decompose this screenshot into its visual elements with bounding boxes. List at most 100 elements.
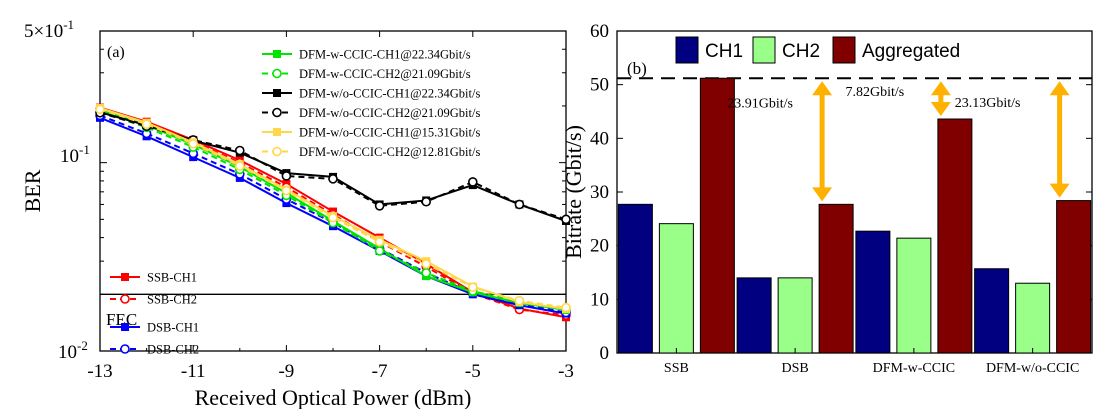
difference-label: 23.13Gbit/s <box>955 96 1021 111</box>
bitrate-bar <box>736 277 772 354</box>
bitrate-ytick-label: 0 <box>600 343 610 364</box>
ber-ytick-mid-exp: -1 <box>79 142 90 157</box>
bitrate-bar <box>937 118 973 354</box>
difference-label: 23.91Gbit/s <box>727 97 793 112</box>
bitrate-ytick-label: 30 <box>590 182 609 203</box>
bitrate-bar <box>974 268 1010 354</box>
ber-point <box>235 145 245 156</box>
bitrate-legend-label: Aggregated <box>862 41 960 62</box>
bitrate-bar <box>896 237 932 354</box>
bitrate-ytick-label: 20 <box>590 236 609 257</box>
bitrate-category-label: DFM-w-CCIC <box>873 361 955 376</box>
ber-series-line <box>99 108 567 309</box>
bitrate-ticks: 0 10 20 30 40 50 60 <box>590 21 1092 364</box>
ber-legend-label: DFM-w/o-CCIC-CH1@22.34Gbit/s <box>299 87 480 101</box>
ber-legend-label: DFM-w/o-CCIC-CH2@21.09Gbit/s <box>299 106 480 120</box>
ber-point <box>421 268 432 278</box>
bitrate-category-label: DSB <box>782 361 809 376</box>
bitrate-legend: CH1 CH2 Aggregated <box>675 36 960 64</box>
bitrate-bar <box>617 203 653 354</box>
fec-label: FEC <box>106 310 137 329</box>
ber-legend-label: SSB-CH2 <box>147 293 197 307</box>
bitrate-category-label: SSB <box>664 361 689 376</box>
bitrate-bar <box>1056 200 1092 354</box>
ber-point <box>421 259 432 269</box>
difference-label: 7.82Gbit/s <box>846 85 905 100</box>
bitrate-chart: (b) Bitrate (Gbit/s) 0 10 20 30 40 50 60 SSB DS… <box>561 21 1093 376</box>
difference-arrow-head-top <box>1049 81 1070 96</box>
ber-legend-label: DSB-CH2 <box>147 343 199 357</box>
ber-chart: (a) BER Received Optical Power (dBm) 5×1… <box>20 17 574 409</box>
ber-point <box>374 246 385 256</box>
ber-legend-marker <box>273 128 281 136</box>
difference-arrow-head-bottom <box>930 102 951 117</box>
ber-x-axis-label: Received Optical Power (dBm) <box>195 385 472 409</box>
bitrate-bar <box>777 277 813 354</box>
ber-legend-label: SSB-CH1 <box>147 271 197 285</box>
ber-point <box>421 196 432 207</box>
ber-xtick-label: -5 <box>465 361 481 382</box>
ber-point <box>467 177 478 187</box>
ber-legend-marker <box>121 273 129 281</box>
bitrate-ytick-label: 40 <box>590 128 609 149</box>
ber-point <box>514 199 525 210</box>
ber-point <box>95 104 105 115</box>
ber-series-line <box>99 110 567 310</box>
ber-xtick-label: -3 <box>558 361 574 382</box>
ber-legend-marker <box>120 294 130 304</box>
ber-ytick-mid: 10-1 <box>60 142 90 167</box>
ber-legend-marker <box>272 107 282 118</box>
ber-point <box>188 138 198 149</box>
bitrate-ytick-label: 50 <box>590 75 609 96</box>
ber-legend-label: DFM-w-CCIC-CH2@21.09Gbit/s <box>299 67 471 81</box>
bitrate-bar <box>658 223 694 354</box>
ber-point <box>561 302 571 313</box>
bitrate-annotations: 23.91Gbit/s 7.82Gbit/s 23.13Gbit/s <box>727 81 1070 202</box>
ber-point <box>281 171 292 181</box>
ber-xtick-label: -7 <box>372 361 388 382</box>
ber-legend-label: DFM-w/o-CCIC-CH2@12.81Gbit/s <box>299 145 480 159</box>
bitrate-legend-swatch <box>832 36 856 64</box>
bitrate-legend-swatch <box>752 36 776 64</box>
ber-ytick-top-exp: -1 <box>63 17 74 32</box>
ber-legend-label: DFM-w/o-CCIC-CH1@15.31Gbit/s <box>299 126 480 140</box>
bitrate-legend-swatch <box>675 36 699 64</box>
ber-ytick-bottom-exp: -2 <box>77 338 88 353</box>
ber-legend: DFM-w-CCIC-CH1@22.34Gbit/s DFM-w-CCIC-CH2… <box>110 48 480 357</box>
ber-point <box>561 214 571 225</box>
difference-arrow-head-bottom <box>812 187 833 202</box>
ber-point <box>374 236 385 247</box>
ber-ytick-bottom: 10-2 <box>58 338 88 363</box>
bitrate-y-axis-label: Bitrate (Gbit/s) <box>561 125 586 259</box>
difference-arrow-head-top <box>930 81 951 96</box>
ber-point <box>235 161 245 171</box>
bitrate-bar <box>818 203 854 354</box>
ber-legend-label: DFM-w-CCIC-CH1@22.34Gbit/s <box>299 48 471 62</box>
bitrate-legend-label: CH2 <box>782 41 820 62</box>
ber-ytick-bottom-base: 10 <box>58 342 77 363</box>
ber-point <box>141 119 152 130</box>
ber-legend-marker <box>272 146 282 157</box>
bitrate-bar <box>1015 282 1051 354</box>
ber-xtick-label: -9 <box>278 361 294 382</box>
ber-ytick-top: 5×10-1 <box>24 17 74 42</box>
bitrate-bar <box>699 77 735 354</box>
bitrate-ytick-label: 10 <box>590 289 609 310</box>
ber-panel-label: (a) <box>107 44 125 61</box>
bitrate-panel-label: (b) <box>627 59 647 78</box>
ber-xtick-label: -11 <box>181 361 206 382</box>
ber-legend-marker <box>272 68 282 79</box>
ber-point <box>281 185 292 196</box>
ber-ytick-mid-base: 10 <box>60 146 79 167</box>
ber-legend-label: DSB-CH1 <box>147 321 199 335</box>
ber-legend-marker <box>121 323 129 331</box>
ber-legend-marker <box>273 50 281 58</box>
ber-legend-marker <box>120 344 130 354</box>
ber-point <box>328 174 338 184</box>
bitrate-category-label: DFM-w/o-CCIC <box>986 361 1079 376</box>
bitrate-bars: SSB DSB DFM-w-CCIC DFM-w/o-CCIC <box>617 77 1092 376</box>
difference-arrow-head-bottom <box>1049 183 1070 198</box>
bitrate-legend-label: CH1 <box>705 41 743 62</box>
ber-legend-marker <box>273 89 281 97</box>
